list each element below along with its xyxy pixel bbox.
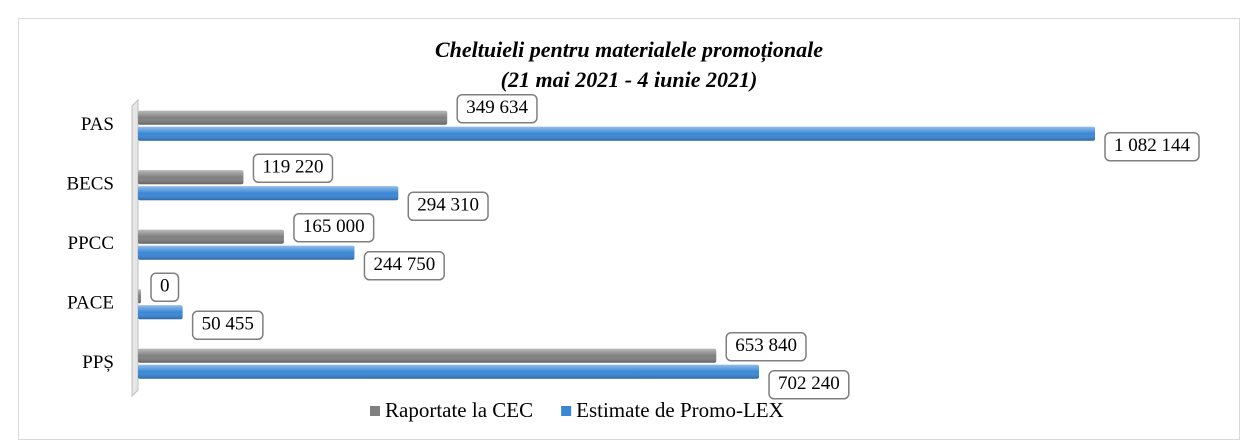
data-label: 50 455 <box>202 314 254 335</box>
data-label-box <box>725 332 807 362</box>
data-label-box <box>456 94 538 124</box>
legend-swatch <box>370 406 380 416</box>
data-label: 653 840 <box>735 335 797 356</box>
data-label-box <box>407 191 489 221</box>
data-label: 244 750 <box>373 254 435 275</box>
y-tick-label: PPȘ <box>82 352 114 373</box>
bar-shade <box>138 229 284 244</box>
legend-swatch <box>561 406 572 416</box>
legend-label: Raportate la CEC <box>385 398 533 422</box>
bar-shade <box>138 305 183 320</box>
y-tick-label: PACE <box>67 293 114 314</box>
bar-shade <box>138 348 717 363</box>
data-label: 119 220 <box>262 157 323 178</box>
chart-subtitle: (21 mai 2021 - 4 iunie 2021) <box>501 67 758 92</box>
data-label: 349 634 <box>466 97 528 118</box>
bar-shade <box>138 289 141 304</box>
y-tick-label: BECS <box>66 174 114 195</box>
bar-shade <box>138 170 244 185</box>
data-label: 294 310 <box>417 195 479 216</box>
bar-shade <box>138 245 355 260</box>
data-label-box <box>191 310 264 340</box>
legend-label: Estimate de Promo-LEX <box>576 398 784 422</box>
bar-shade <box>138 186 399 201</box>
data-label: 0 <box>160 276 170 297</box>
data-label-box <box>768 370 850 400</box>
data-label-box <box>363 251 445 281</box>
data-label-box <box>252 153 334 183</box>
bar-shade <box>138 126 1095 141</box>
data-label: 702 240 <box>778 373 840 394</box>
data-label: 1 082 144 <box>1114 135 1191 156</box>
data-label-box <box>293 213 375 243</box>
bar-shade <box>138 110 448 125</box>
chart-title: Cheltuieli pentru materialele promoționa… <box>435 37 823 63</box>
y-tick-label: PAS <box>81 114 114 135</box>
data-label-box <box>150 272 180 302</box>
data-label-box <box>1104 132 1200 162</box>
y-tick-label: PPCC <box>68 233 114 254</box>
data-label: 165 000 <box>303 216 365 237</box>
axis-wall <box>131 98 139 398</box>
bar-shade <box>138 364 760 379</box>
